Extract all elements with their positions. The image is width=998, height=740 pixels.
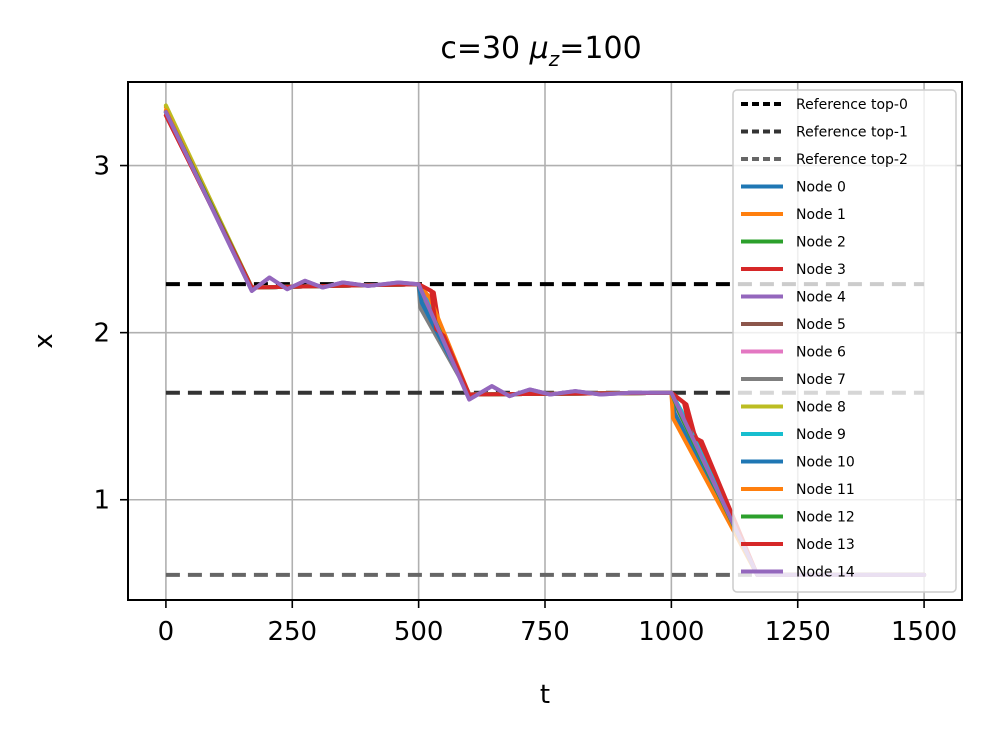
x-tick-label: 1500	[891, 617, 957, 647]
x-tick-label: 1000	[638, 617, 704, 647]
legend-label: Node 1	[796, 207, 846, 223]
legend-label: Node 10	[796, 455, 855, 471]
legend-label: Node 0	[796, 180, 846, 196]
legend-label: Node 9	[796, 427, 846, 443]
x-tick-label: 500	[394, 617, 444, 647]
x-tick-label: 250	[267, 617, 317, 647]
legend-label: Node 12	[796, 510, 855, 526]
legend-label: Reference top-0	[796, 97, 908, 113]
legend-label: Node 5	[796, 317, 846, 333]
legend-label: Node 11	[796, 482, 855, 498]
y-tick-label: 1	[93, 486, 110, 516]
legend-label: Node 13	[796, 537, 855, 553]
legend-label: Node 14	[796, 565, 855, 581]
legend-label: Reference top-1	[796, 125, 908, 141]
legend-box	[732, 89, 957, 593]
legend-label: Node 4	[796, 290, 846, 306]
series-lines	[163, 103, 927, 577]
legend-label: Node 6	[796, 345, 846, 361]
x-tick-label: 750	[520, 617, 570, 647]
legend-label: Reference top-2	[796, 152, 908, 168]
legend-label: Node 8	[796, 400, 846, 416]
y-tick-label: 2	[93, 319, 110, 349]
axis-ticks: 0 250 500 750 1000 1250 1500 1 2 3	[93, 152, 957, 647]
legend: Reference top-0 Reference top-1 Reference …	[732, 89, 957, 593]
chart-title: c=30 μz=100	[440, 31, 641, 71]
y-axis-label: x	[29, 333, 59, 348]
y-tick-label: 3	[93, 152, 110, 182]
legend-label: Node 3	[796, 262, 846, 278]
x-axis-label: t	[540, 680, 550, 710]
series-line	[163, 110, 927, 577]
x-tick-label: 0	[158, 617, 175, 647]
legend-label: Node 2	[796, 235, 846, 251]
legend-label: Node 7	[796, 372, 846, 388]
x-tick-label: 1250	[765, 617, 831, 647]
